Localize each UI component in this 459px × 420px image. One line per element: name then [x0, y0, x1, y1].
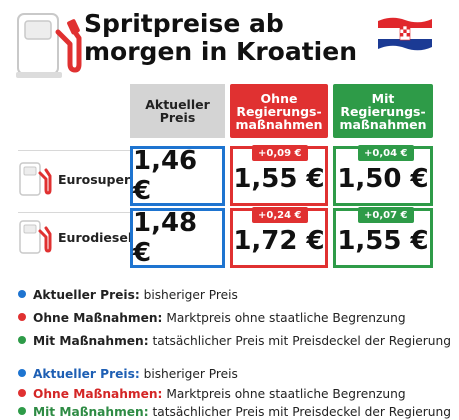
- blue-dot-icon: [18, 290, 26, 298]
- header-with-measures: Mit Regierungs-maßnahmen: [333, 84, 433, 138]
- fuel-name: Eurodiesel: [58, 230, 133, 245]
- price-current: 1,48 €: [130, 208, 225, 268]
- legend-term: Ohne Maßnahmen:: [33, 311, 163, 325]
- fuel-label-eurodiesel: Eurodiesel: [18, 216, 132, 260]
- legend-item-current: Aktueller Preis: bisheriger Preis: [18, 288, 238, 303]
- price-current: 1,46 €: [130, 146, 225, 206]
- diff-badge-without: +0,24 €: [252, 207, 308, 223]
- header-without-measures: Ohne Regierungs-maßnahmen: [230, 84, 328, 138]
- fuel-pump-icon: [19, 162, 52, 196]
- green-dot-icon: [18, 336, 26, 344]
- legend-item-without: Ohne Maßnahmen: Marktpreis ohne staatlic…: [18, 311, 406, 326]
- price-with: 1,55 €: [333, 208, 433, 268]
- blue-dot-icon: [18, 369, 26, 377]
- header-current-price: Aktueller Preis: [130, 84, 225, 138]
- legend-desc: bisheriger Preis: [143, 288, 238, 302]
- legend-desc: tatsächlicher Preis mit Preisdeckel der …: [152, 405, 451, 419]
- legend-term: Mit Maßnahmen:: [33, 334, 149, 348]
- legend-term: Mit Maßnahmen:: [33, 405, 149, 419]
- fuel-name: Eurosuper 95: [58, 172, 152, 187]
- red-dot-icon: [18, 313, 26, 321]
- red-dot-icon: [18, 389, 26, 397]
- diff-badge-with: +0,04 €: [358, 145, 414, 161]
- green-dot-icon: [18, 407, 26, 415]
- legend-desc: Marktpreis ohne staatliche Begrenzung: [166, 311, 406, 325]
- legend-item-with: Mit Maßnahmen: tatsächlicher Preis mit P…: [18, 405, 451, 420]
- legend-item-without: Ohne Maßnahmen: Marktpreis ohne staatlic…: [18, 387, 406, 402]
- legend-term: Aktueller Preis:: [33, 288, 140, 302]
- legend-desc: tatsächlicher Preis mit Preisdeckel der …: [152, 334, 451, 348]
- legend-item-current: Aktueller Preis: bisheriger Preis: [18, 367, 238, 382]
- diff-badge-with: +0,07 €: [358, 207, 414, 223]
- croatia-flag-icon: [378, 17, 432, 51]
- price-with: 1,50 €: [333, 146, 433, 206]
- diff-badge-without: +0,09 €: [252, 145, 308, 161]
- legend-desc: Marktpreis ohne staatliche Begrenzung: [166, 387, 406, 401]
- legend-term: Aktueller Preis:: [33, 367, 140, 381]
- row-divider: [18, 150, 136, 151]
- legend-term: Ohne Maßnahmen:: [33, 387, 163, 401]
- legend-desc: bisheriger Preis: [143, 367, 238, 381]
- fuel-pump-icon: [19, 220, 52, 254]
- row-divider: [18, 212, 136, 213]
- fuel-label-eurosuper: Eurosuper 95: [18, 158, 152, 202]
- price-without: 1,72 €: [230, 208, 328, 268]
- page-title: Spritpreise ab morgen in Kroatien: [84, 9, 357, 66]
- fuel-pump-icon: [16, 13, 82, 78]
- legend-item-with: Mit Maßnahmen: tatsächlicher Preis mit P…: [18, 334, 451, 349]
